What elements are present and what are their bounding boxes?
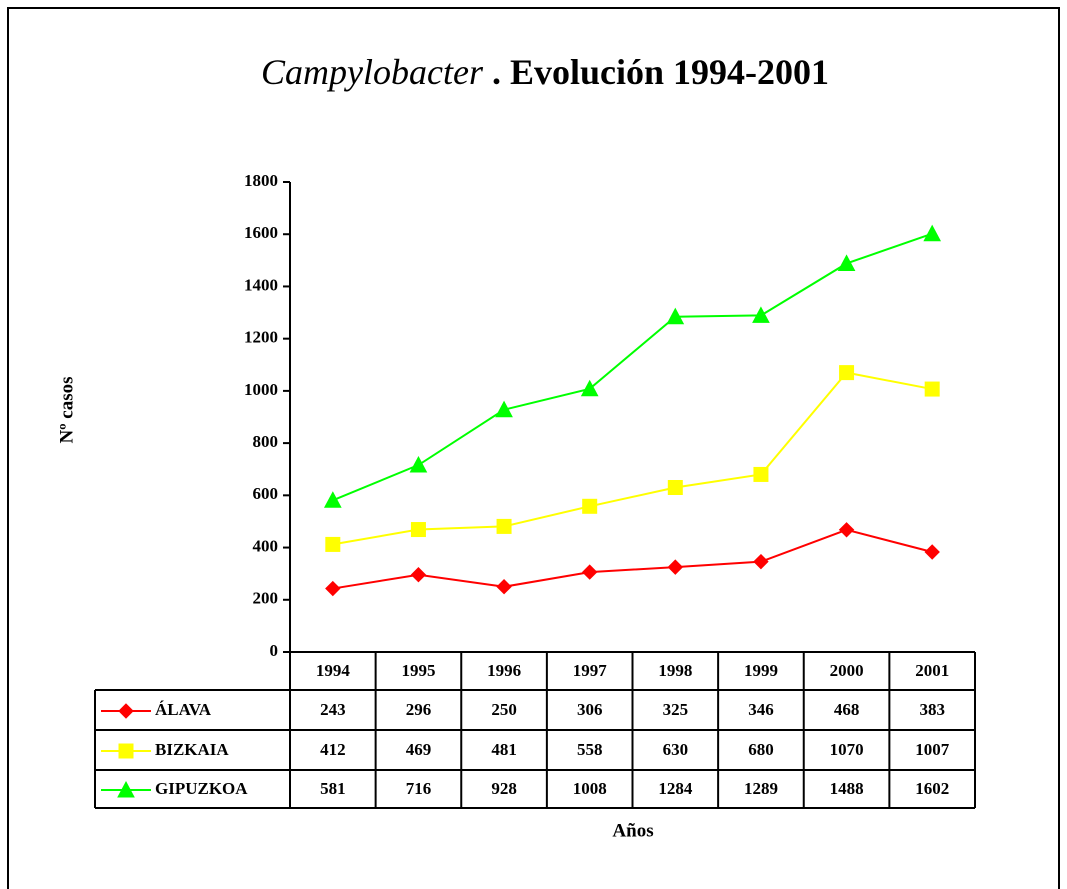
- legend-label: BIZKAIA: [155, 740, 229, 759]
- table-value: 346: [748, 700, 774, 719]
- marker-diamond: [924, 544, 940, 560]
- series-line: [332, 371, 933, 546]
- marker-square: [118, 743, 134, 759]
- table-value: 716: [406, 779, 432, 798]
- table-value: 581: [320, 779, 346, 798]
- title-italic: Campylobacter: [261, 52, 484, 92]
- marker-square: [667, 480, 683, 495]
- marker-triangle: [409, 455, 428, 473]
- marker-triangle: [837, 254, 856, 271]
- marker-square: [582, 498, 598, 514]
- marker-diamond: [325, 580, 341, 597]
- x-tick-label: 1997: [573, 661, 608, 680]
- marker-square: [410, 522, 426, 538]
- marker-diamond: [118, 703, 134, 719]
- x-tick-label: 1999: [744, 661, 778, 680]
- marker-diamond: [410, 567, 427, 583]
- marker-square: [496, 518, 512, 534]
- y-tick-label: 200: [253, 589, 279, 608]
- x-tick-label: 1994: [316, 661, 351, 680]
- table-value: 1008: [573, 779, 607, 798]
- table-value: 243: [320, 700, 346, 719]
- table-value: 558: [577, 740, 603, 759]
- table-value: 680: [748, 740, 774, 759]
- marker-triangle: [666, 307, 685, 325]
- table-value: 1488: [830, 779, 864, 798]
- series-line: [332, 232, 933, 502]
- y-tick-label: 800: [253, 432, 279, 451]
- y-tick-label: 1400: [244, 275, 278, 294]
- marker-triangle: [117, 780, 135, 798]
- y-tick-label: 1000: [244, 380, 278, 399]
- marker-triangle: [752, 306, 770, 323]
- y-axis-label: Nº casos: [56, 377, 77, 444]
- table-value: 1007: [915, 740, 950, 759]
- y-tick-label: 0: [270, 641, 279, 660]
- table-value: 468: [834, 700, 860, 719]
- table-value: 325: [663, 700, 689, 719]
- marker-diamond: [753, 553, 769, 570]
- x-tick-label: 1998: [658, 661, 692, 680]
- title-rest: . Evolución 1994-2001: [483, 52, 829, 92]
- marker-square: [753, 466, 769, 482]
- marker-triangle: [495, 400, 513, 418]
- table-value: 1602: [915, 779, 949, 798]
- marker-diamond: [496, 579, 512, 595]
- table-value: 928: [491, 779, 517, 798]
- table-value: 1289: [744, 779, 778, 798]
- y-tick-label: 1600: [244, 223, 278, 242]
- frame: [7, 7, 1060, 889]
- series-line: [332, 528, 933, 590]
- table-value: 1284: [658, 779, 693, 798]
- legend-label: ÁLAVA: [155, 700, 212, 719]
- marker-square: [924, 381, 940, 397]
- marker-square: [325, 536, 341, 552]
- chart-title: Campylobacter . Evolución 1994-2001: [261, 52, 829, 92]
- y-tick-label: 400: [253, 536, 279, 555]
- table-value: 1070: [830, 740, 864, 759]
- y-tick-label: 1200: [244, 328, 278, 347]
- x-tick-label: 1996: [487, 661, 521, 680]
- x-axis-label: Años: [612, 820, 653, 841]
- table-value: 630: [663, 740, 689, 759]
- y-tick-label: 1800: [244, 171, 278, 190]
- table-value: 250: [491, 700, 517, 719]
- table-value: 481: [491, 740, 517, 759]
- marker-triangle: [323, 491, 342, 508]
- table-value: 469: [406, 740, 432, 759]
- x-tick-label: 2000: [830, 661, 864, 680]
- marker-triangle: [580, 379, 599, 397]
- x-tick-label: 1995: [401, 661, 435, 680]
- table-value: 383: [919, 700, 945, 719]
- y-tick-label: 600: [253, 484, 279, 503]
- table-value: 296: [406, 700, 432, 719]
- marker-square: [839, 365, 855, 381]
- marker-diamond: [667, 559, 684, 575]
- marker-diamond: [581, 564, 598, 580]
- x-tick-label: 2001: [915, 661, 949, 680]
- legend-label: GIPUZKOA: [155, 779, 248, 798]
- table-value: 412: [320, 740, 346, 759]
- table-value: 306: [577, 700, 603, 719]
- marker-diamond: [838, 522, 855, 538]
- marker-triangle: [923, 224, 942, 242]
